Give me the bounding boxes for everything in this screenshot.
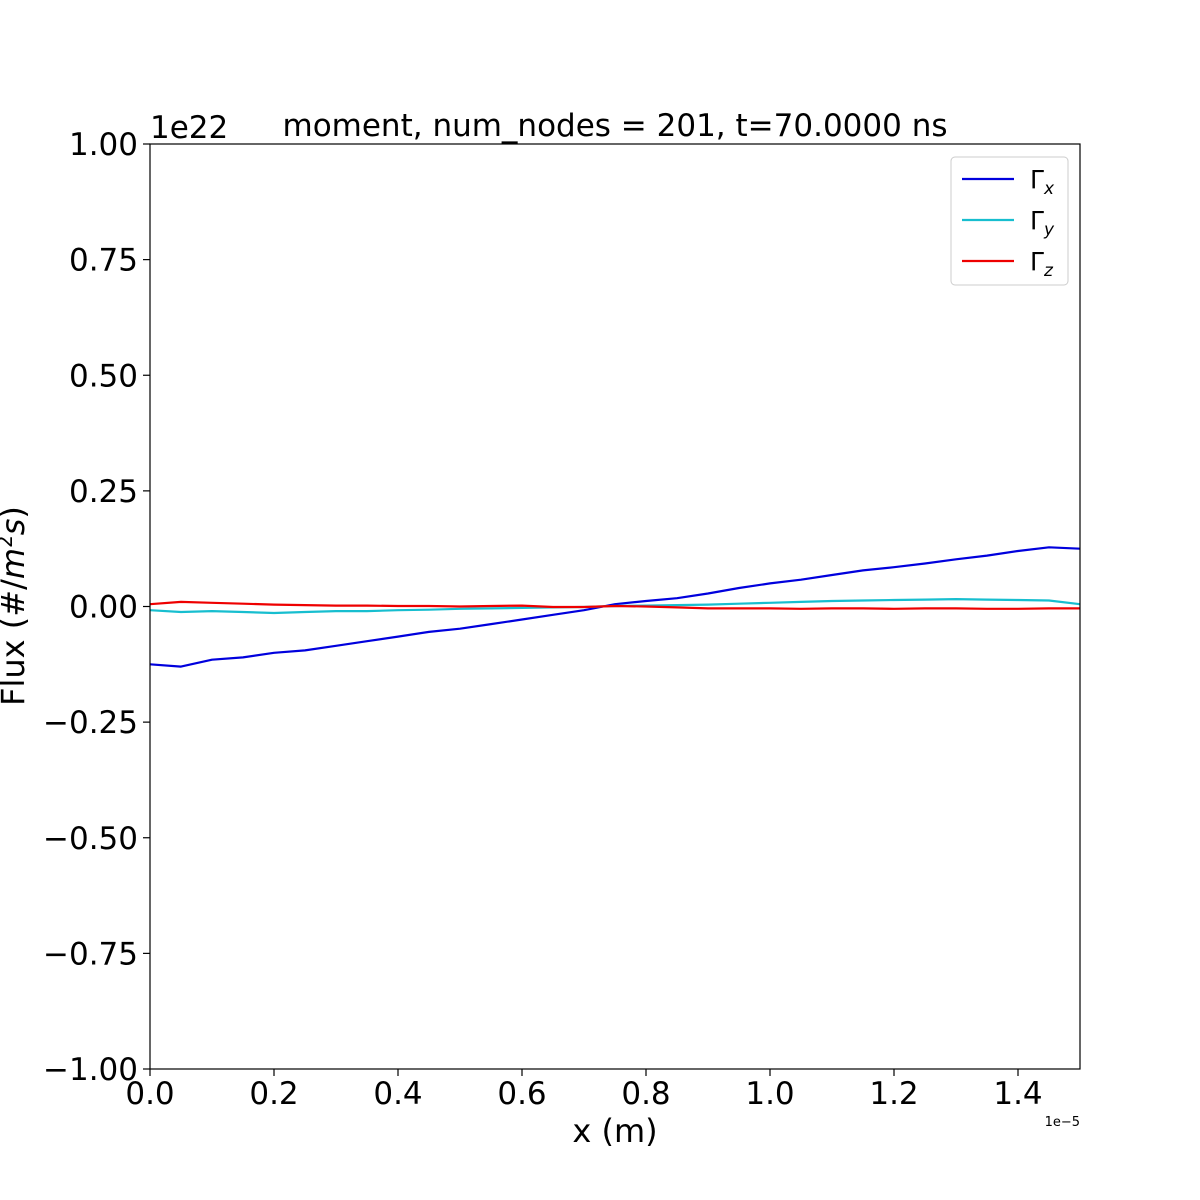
y-tick-label: −1.00 (43, 1052, 138, 1088)
x-axis-ticks: 0.0 0.2 0.4 0.6 0.8 1.0 1.2 1.4 (125, 1069, 1043, 1112)
legend-label-y: Γy (1030, 206, 1055, 240)
x-tick-label: 0.4 (373, 1076, 422, 1112)
y-tick-label: 1.00 (69, 127, 138, 163)
y-tick-label: 0.50 (69, 358, 138, 394)
y-tick-label: −0.50 (43, 821, 138, 857)
chart-title: moment, num_nodes = 201, t=70.0000 ns (283, 108, 948, 144)
y-axis-label: Flux (#/m2s) (0, 506, 32, 706)
x-tick-label: 1.2 (869, 1076, 918, 1112)
y-offset-text: 1e22 (150, 110, 228, 146)
legend-label-x: Γx (1030, 165, 1055, 199)
y-tick-label: 0.25 (69, 474, 138, 510)
x-tick-label: 0.8 (621, 1076, 670, 1112)
y-axis-ticks: −1.00 −0.75 −0.50 −0.25 0.00 0.25 0.50 0.75 1.00 (43, 127, 150, 1088)
plot-area (149, 546, 1081, 668)
series-line-x (149, 546, 1081, 668)
y-tick-label: 0.75 (69, 243, 138, 279)
series-line-z (149, 600, 1080, 610)
y-tick-label: −0.25 (43, 705, 138, 741)
y-tick-label: −0.75 (43, 936, 138, 972)
x-tick-label: 0.0 (125, 1076, 174, 1112)
y-tick-label: 0.00 (69, 590, 138, 626)
legend-label-z: Γz (1030, 247, 1054, 281)
legend: Γx Γy Γz (950, 156, 1069, 286)
x-tick-label: 1.4 (993, 1076, 1042, 1112)
x-tick-label: 1.0 (745, 1076, 794, 1112)
x-tick-label: 0.6 (497, 1076, 546, 1112)
x-tick-label: 0.2 (249, 1076, 298, 1112)
x-axis-label: x (m) (572, 1112, 657, 1150)
x-offset-text: 1e−5 (1045, 1115, 1080, 1130)
